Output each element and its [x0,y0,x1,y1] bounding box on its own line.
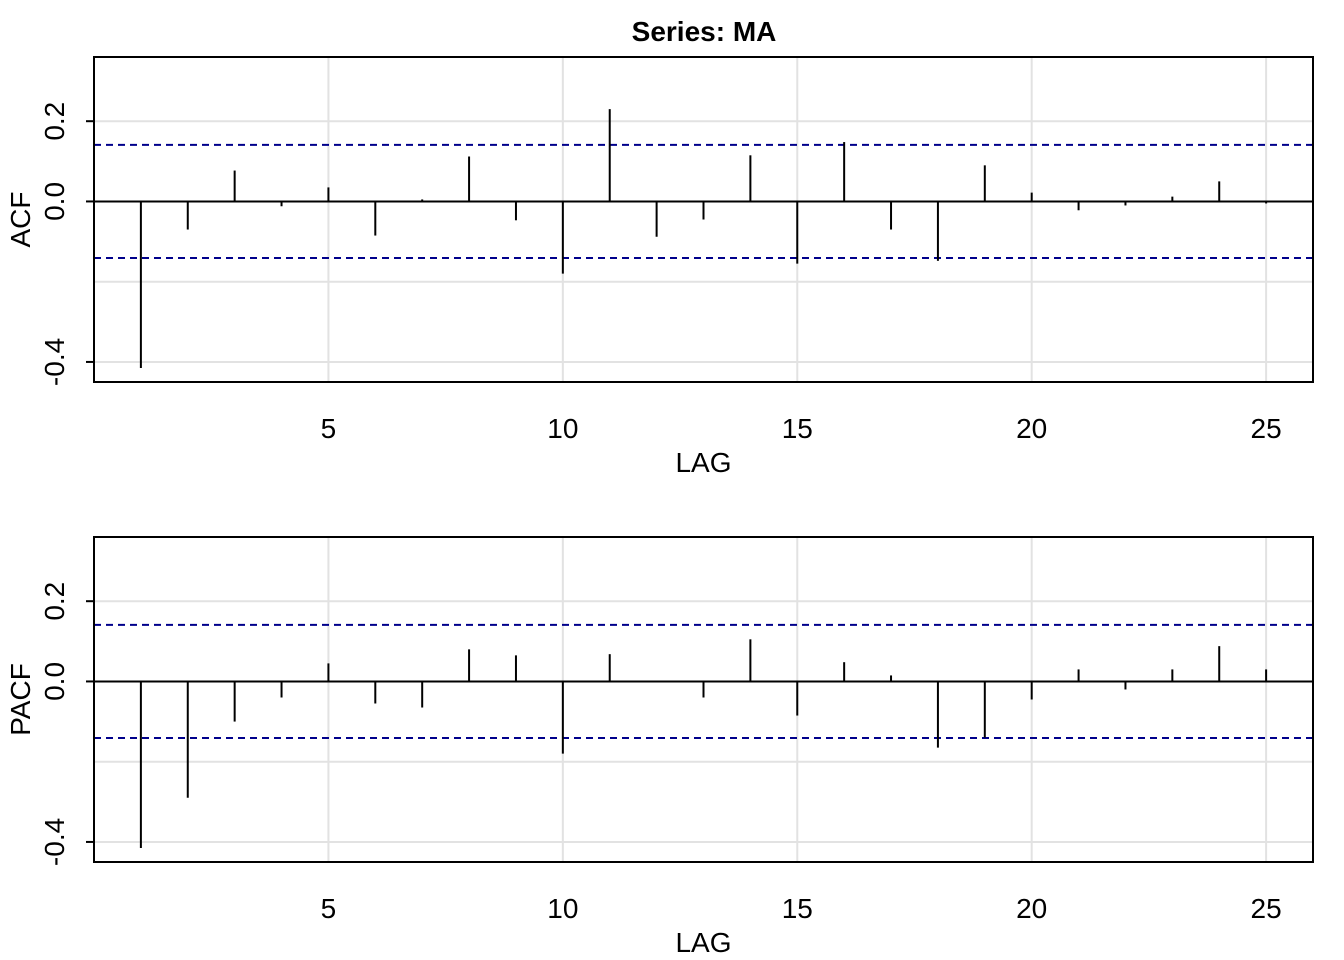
pacf-x-axis-title: LAG [675,927,731,958]
acf-x-tick-label: 15 [782,413,813,444]
pacf-panel: 5 10 15 20 25 -0.4 0.0 0.2 LAG PACF [5,536,1314,958]
acf-x-tick-label: 25 [1251,413,1282,444]
pacf-plot-frame [93,536,1314,863]
pacf-x-tick-label: 20 [1016,893,1047,924]
acf-y-tick-label: 0.2 [39,102,70,141]
acf-x-tick-label: 20 [1016,413,1047,444]
pacf-x-tick-label: 10 [547,893,578,924]
acf-y-axis-title: ACF [5,192,36,248]
pacf-y-tick-label: -0.4 [39,818,70,866]
acf-y-tick-label: -0.4 [39,338,70,386]
pacf-y-axis-title: PACF [5,663,36,736]
pacf-x-tick-label: 5 [321,893,337,924]
pacf-y-tick-label: 0.2 [39,582,70,621]
acf-plot-frame [93,56,1314,383]
figure-title: Series: MA [632,16,777,47]
pacf-x-tick-label: 25 [1251,893,1282,924]
acf-y-tick-label: 0.0 [39,182,70,221]
acf-panel: 5 10 15 20 25 -0.4 0.0 0.2 LAG ACF [5,56,1314,478]
pacf-x-tick-label: 15 [782,893,813,924]
acf-x-tick-label: 10 [547,413,578,444]
acf-x-axis-title: LAG [675,447,731,478]
pacf-y-tick-label: 0.0 [39,662,70,701]
acf-x-tick-label: 5 [321,413,337,444]
